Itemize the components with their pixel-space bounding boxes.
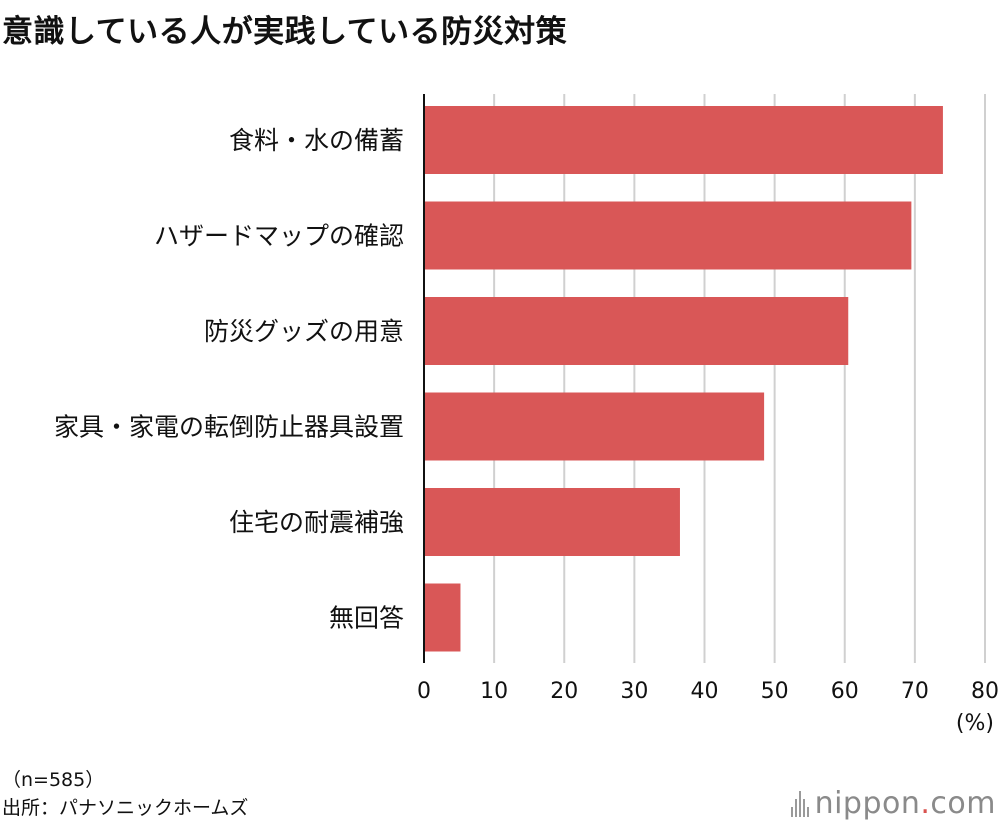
bar-1 xyxy=(424,201,912,270)
x-tick-label-50: 50 xyxy=(761,679,789,704)
bar-5 xyxy=(424,583,461,652)
brand-name: nippon xyxy=(814,786,921,821)
x-tick-label-20: 20 xyxy=(550,679,578,704)
x-unit-label: (%) xyxy=(956,711,994,736)
x-tick-label-70: 70 xyxy=(901,679,929,704)
chart-title: 意識している人が実践している防災対策 xyxy=(2,14,568,50)
sample-size-note: （n=585） xyxy=(2,769,105,791)
bar-4 xyxy=(424,488,680,556)
category-label-4: 住宅の耐震補強 xyxy=(229,508,404,537)
x-tick-label-0: 0 xyxy=(417,679,431,704)
brand-wordmark: nippon.com xyxy=(815,786,996,821)
category-label-0: 食料・水の備蓄 xyxy=(229,126,404,155)
source-note: 出所：パナソニックホームズ xyxy=(2,797,249,819)
category-label-5: 無回答 xyxy=(329,604,404,633)
brand-dot: . xyxy=(920,786,931,821)
brand-logo: nippon.com xyxy=(790,786,996,821)
brand-suffix: com xyxy=(930,786,996,821)
category-label-3: 家具・家電の転倒防止器具設置 xyxy=(54,413,404,442)
brand-mark-icon xyxy=(790,790,809,817)
category-label-2: 防災グッズの用意 xyxy=(204,317,404,346)
x-tick-label-30: 30 xyxy=(620,679,648,704)
x-tick-label-80: 80 xyxy=(971,679,999,704)
bar-3 xyxy=(424,392,765,461)
bar-0 xyxy=(424,106,943,174)
bar-2 xyxy=(424,297,849,365)
x-tick-label-40: 40 xyxy=(691,679,719,704)
x-tick-label-10: 10 xyxy=(480,679,508,704)
x-tick-label-60: 60 xyxy=(831,679,859,704)
category-label-1: ハザードマップの確認 xyxy=(154,222,404,251)
